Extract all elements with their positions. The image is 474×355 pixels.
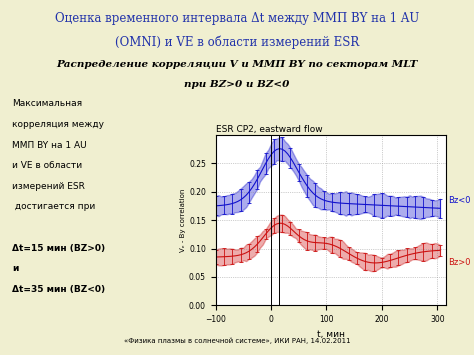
Text: при BZ>0 и BZ<0: при BZ>0 и BZ<0 — [184, 80, 290, 89]
Text: измерений ESR: измерений ESR — [12, 182, 85, 191]
Text: корреляция между: корреляция между — [12, 120, 104, 129]
Text: ESR CP2, eastward flow: ESR CP2, eastward flow — [216, 125, 322, 134]
Text: «Физика плазмы в солнечной системе», ИКИ РАН, 14.02.2011: «Физика плазмы в солнечной системе», ИКИ… — [124, 338, 350, 344]
Text: (OMNI) и VE в области измерений ESR: (OMNI) и VE в области измерений ESR — [115, 36, 359, 49]
Y-axis label: Vₑ - By correlation: Vₑ - By correlation — [180, 189, 186, 252]
Text: Δt=35 мин (BZ<0): Δt=35 мин (BZ<0) — [12, 285, 105, 294]
Text: ММП BY на 1 AU: ММП BY на 1 AU — [12, 141, 86, 149]
Text: и VE в области: и VE в области — [12, 161, 82, 170]
Text: Δt=15 мин (BZ>0): Δt=15 мин (BZ>0) — [12, 244, 105, 252]
Text: Максимальная: Максимальная — [12, 99, 82, 108]
Text: и: и — [12, 264, 18, 273]
X-axis label: t, мин: t, мин — [317, 329, 345, 339]
Text: достигается при: достигается при — [12, 202, 95, 211]
Text: Распределение корреляции V и ММП BY по секторам MLT: Распределение корреляции V и ММП BY по с… — [56, 60, 418, 69]
Text: Bz<0: Bz<0 — [448, 196, 471, 205]
Text: Bz>0: Bz>0 — [448, 258, 471, 267]
Text: Оценка временного интервала Δt между ММП BY на 1 AU: Оценка временного интервала Δt между ММП… — [55, 12, 419, 26]
